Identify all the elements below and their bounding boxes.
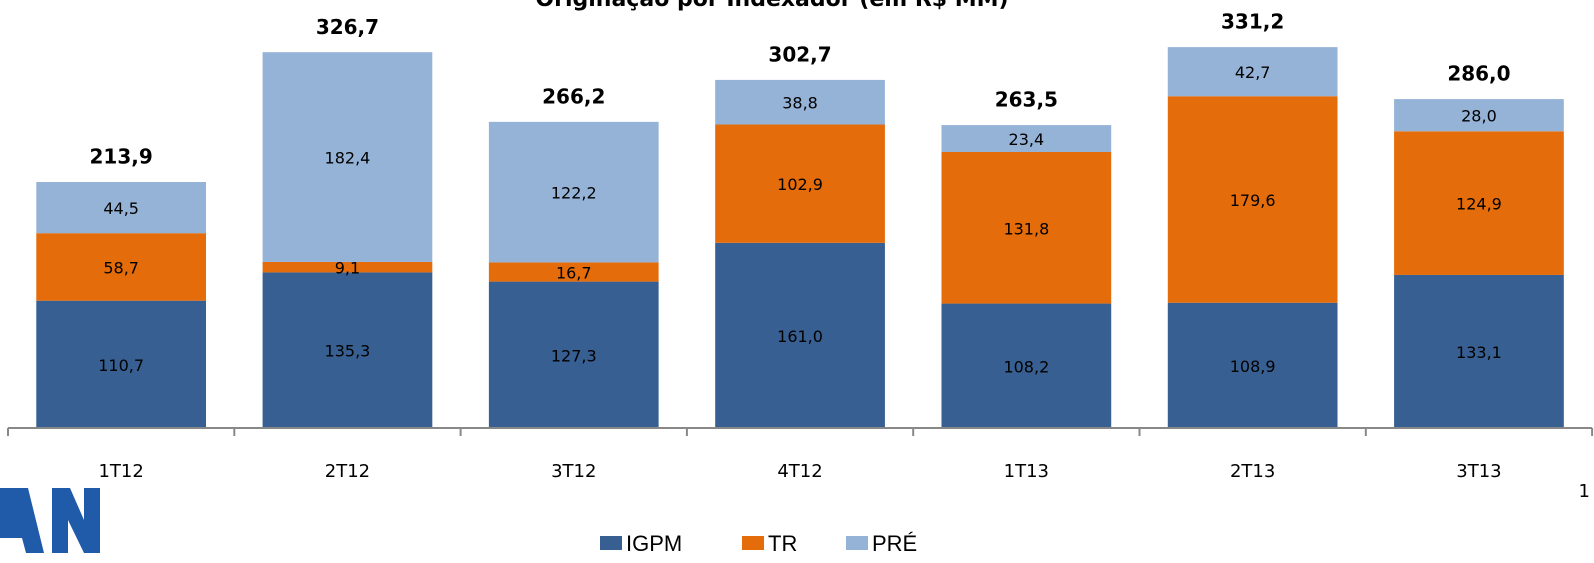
total-label: 302,7 [768,42,831,66]
bar-segment [36,300,207,428]
total-label: 213,9 [90,145,153,169]
bar-segment [488,262,659,282]
bar-segment [36,233,207,301]
total-label: 263,5 [995,87,1058,111]
data-label: 16,7 [556,264,592,283]
data-label: 110,7 [98,356,144,375]
data-label: 124,9 [1456,195,1502,214]
data-label: 135,3 [325,342,371,361]
data-label: 108,9 [1230,357,1276,376]
data-label: 28,0 [1461,107,1497,126]
x-tick-label: 1T13 [1004,461,1049,482]
data-label: 182,4 [325,149,371,168]
bar-segment [941,152,1112,304]
data-label: 58,7 [103,258,139,277]
legend-swatch [846,536,868,550]
bar-segment [488,121,659,263]
x-tick-label: 3T13 [1456,461,1501,482]
x-tick-label: 1T12 [98,461,143,482]
bar-segment [262,261,433,273]
bar-segment [1167,302,1338,428]
bar-segment [1167,47,1338,97]
total-label: 331,2 [1221,10,1284,34]
data-label: 42,7 [1235,63,1271,82]
x-tick-label: 4T12 [777,461,822,482]
bar-segment [262,52,433,262]
data-label: 133,1 [1456,343,1502,362]
data-label: 161,0 [777,327,823,346]
total-label: 266,2 [542,84,605,108]
data-label: 44,5 [103,199,139,218]
data-label: 127,3 [551,346,597,365]
bar-segment [1394,99,1564,132]
bar-segment [715,124,885,243]
total-label: 286,0 [1447,62,1510,86]
chart-title: Originação por Indexador (em R$ MM) [535,0,1008,12]
bar-segment [1167,96,1338,303]
bar-segment [488,281,659,428]
bar-segment [941,125,1112,152]
bar-segment [715,242,885,428]
bar-segment [262,272,433,428]
total-label: 326,7 [316,15,379,39]
legend-label: TR [768,531,797,556]
data-label: 23,4 [1009,130,1045,149]
bar-segment [36,182,207,234]
x-tick-label: 2T12 [325,461,370,482]
bar-segment [1394,131,1564,275]
legend-swatch [600,536,622,550]
logo [0,488,100,553]
data-label: 102,9 [777,175,823,194]
page-number: 1 [1579,481,1590,502]
x-tick-label: 2T13 [1230,461,1275,482]
data-label: 38,8 [782,94,818,113]
x-tick-label: 3T12 [551,461,596,482]
legend-label: PRÉ [872,531,917,556]
bar-segment [715,79,885,125]
bar-segment [1394,274,1564,428]
data-label: 131,8 [1003,219,1049,238]
bar-segment [941,303,1112,428]
legend-label: IGPM [626,531,682,556]
data-label: 179,6 [1230,191,1276,210]
legend-swatch [742,536,764,550]
data-label: 9,1 [335,259,360,278]
data-label: 108,2 [1003,357,1049,376]
data-label: 122,2 [551,184,597,203]
